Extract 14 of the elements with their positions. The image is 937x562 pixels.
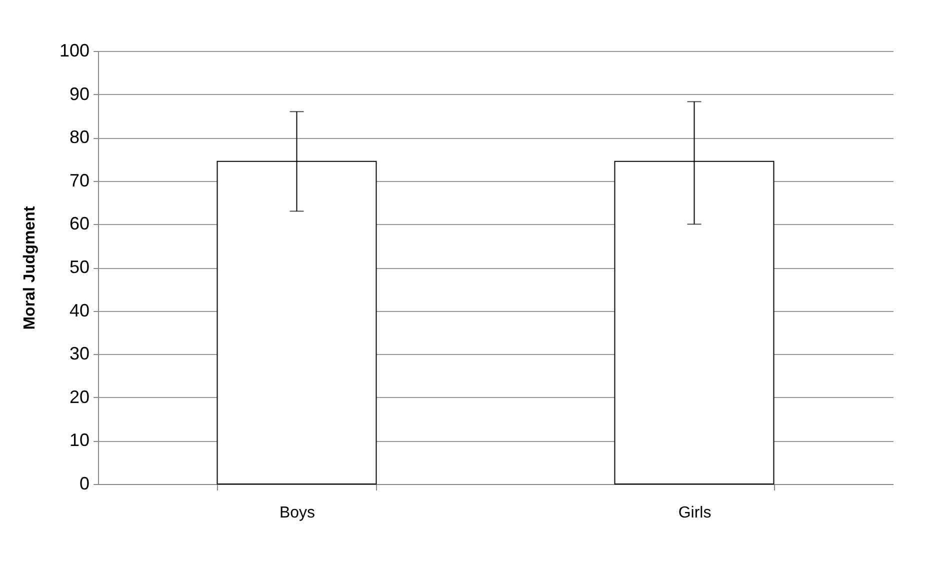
y-tick-label: 40 xyxy=(69,300,90,320)
y-tick-label: 90 xyxy=(69,84,90,104)
y-tick-label: 80 xyxy=(69,127,90,148)
y-tick-label: 50 xyxy=(69,257,90,277)
y-tick-label: 10 xyxy=(69,430,90,450)
y-tick-label: 100 xyxy=(59,40,90,60)
y-tick-label: 0 xyxy=(79,474,90,494)
x-tick-label: Boys xyxy=(279,504,316,522)
y-axis-title: Moral Judgment xyxy=(21,206,38,330)
y-tick-label: 60 xyxy=(69,214,90,234)
y-tick-label: 70 xyxy=(69,170,90,190)
x-tick-label: Girls xyxy=(678,504,712,522)
y-tick-label: 20 xyxy=(69,386,90,407)
y-tick-label: 30 xyxy=(69,344,90,364)
